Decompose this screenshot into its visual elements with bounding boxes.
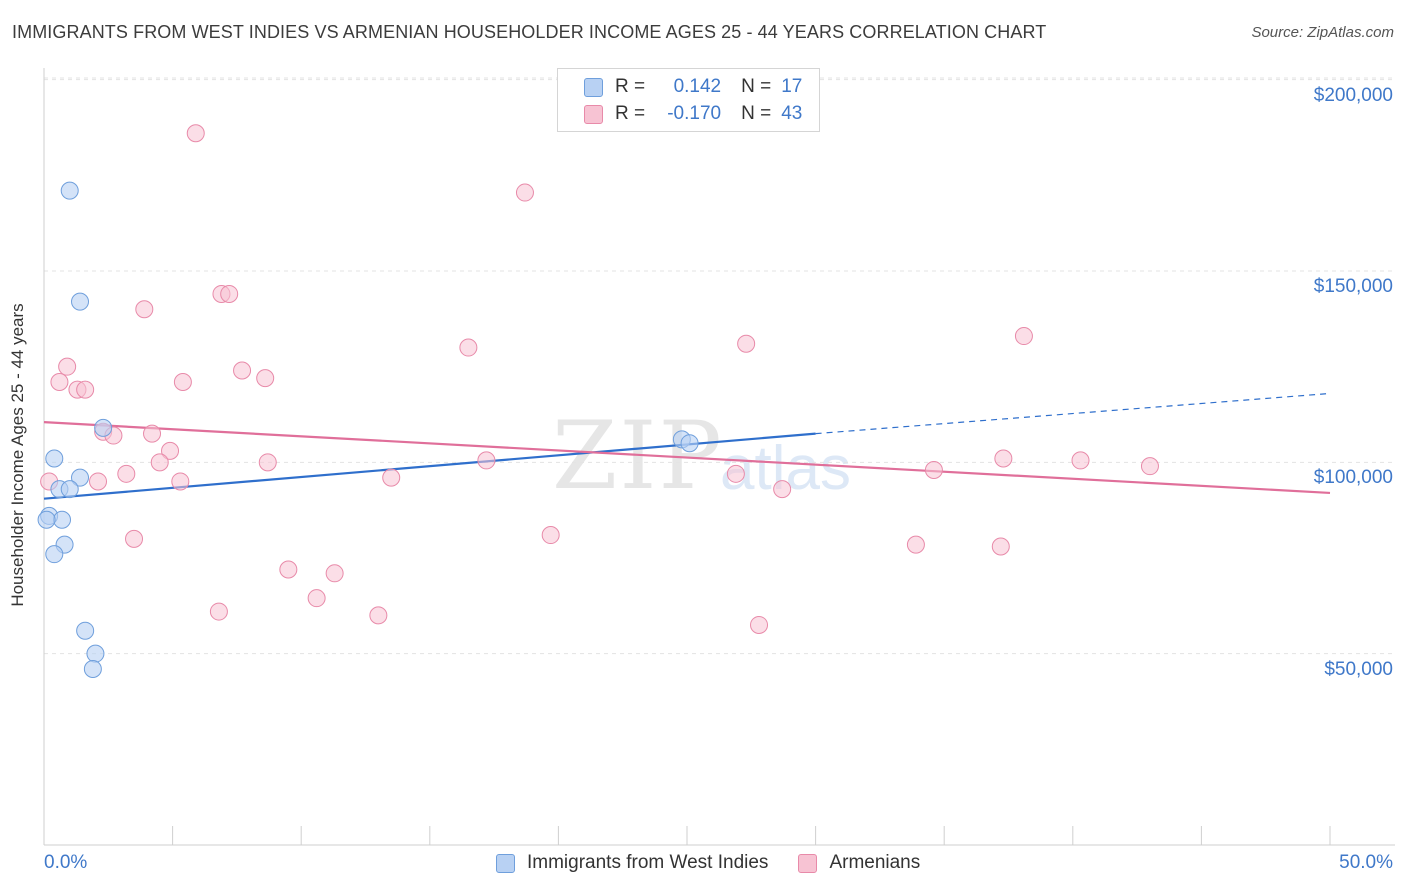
point-armenians <box>161 441 180 460</box>
watermark-zip: ZIP <box>552 402 724 511</box>
point-armenians <box>307 589 326 608</box>
legend-row-west-indies: R = 0.142 N = 17 <box>584 74 802 100</box>
point-armenians <box>773 480 792 499</box>
legend-n-label: N = <box>741 103 772 124</box>
point-armenians <box>173 372 192 391</box>
point-armenians <box>1014 327 1033 346</box>
legend-r-label: R = <box>615 103 646 124</box>
legend-n-label: N = <box>741 76 772 97</box>
point-west-indies <box>94 418 113 437</box>
point-west-indies <box>83 659 102 678</box>
axes <box>43 68 1395 846</box>
point-armenians <box>1140 457 1159 476</box>
trend-line-west-indies-projection <box>815 392 1331 435</box>
legend-r-value: 0.142 <box>673 76 722 97</box>
point-armenians <box>369 606 388 625</box>
point-west-indies <box>37 510 56 529</box>
point-armenians <box>117 464 136 483</box>
point-armenians <box>256 369 275 388</box>
point-west-indies <box>53 510 72 529</box>
point-armenians <box>994 449 1013 468</box>
source-attribution: Source: ZipAtlas.com <box>1251 24 1394 41</box>
legend-n-value: 43 <box>781 103 803 124</box>
point-armenians <box>750 615 769 634</box>
point-armenians <box>459 338 478 357</box>
y-axis-label: Householder Income Ages 25 - 44 years <box>8 303 27 607</box>
point-west-indies <box>45 545 64 564</box>
point-armenians <box>171 472 190 491</box>
y-tick-label: $50,000 <box>1324 658 1393 680</box>
point-armenians <box>737 334 756 353</box>
point-armenians <box>125 529 144 548</box>
point-armenians <box>325 564 344 583</box>
legend-r-label: R = <box>615 76 646 97</box>
point-armenians <box>50 372 69 391</box>
point-armenians <box>924 460 943 479</box>
point-armenians <box>991 537 1010 556</box>
point-west-indies <box>86 644 105 663</box>
legend-n-value: 17 <box>781 76 803 97</box>
point-armenians <box>382 468 401 487</box>
legend-label-armenians: Armenians <box>829 852 921 873</box>
trend-line-armenians <box>43 421 1331 495</box>
point-west-indies <box>71 468 90 487</box>
point-west-indies <box>680 434 699 453</box>
point-armenians <box>258 453 277 472</box>
chart-title: IMMIGRANTS FROM WEST INDIES VS ARMENIAN … <box>12 22 1047 42</box>
data-points <box>37 124 1159 678</box>
correlation-legend: R = 0.142 N = 17 R = -0.170 N = 43 <box>557 68 820 132</box>
point-armenians <box>143 424 162 443</box>
point-armenians <box>515 183 534 202</box>
legend-swatch-west-indies <box>496 853 515 873</box>
point-west-indies <box>60 480 79 499</box>
legend-label-west-indies: Immigrants from West Indies <box>527 852 769 873</box>
x-tick-label-min: 0.0% <box>44 852 88 873</box>
point-armenians <box>906 535 925 554</box>
point-armenians <box>135 300 154 319</box>
x-tick-label-max: 50.0% <box>1339 852 1393 873</box>
point-west-indies <box>45 449 64 468</box>
point-armenians <box>541 526 560 545</box>
point-armenians <box>279 560 298 579</box>
y-tick-label: $150,000 <box>1313 276 1393 297</box>
point-armenians <box>150 453 169 472</box>
point-west-indies <box>60 181 79 200</box>
legend-swatch-pink <box>584 104 603 124</box>
point-armenians <box>209 602 228 621</box>
y-tick-label: $100,000 <box>1313 467 1393 489</box>
legend-swatch-armenians <box>798 853 818 873</box>
point-armenians <box>186 124 205 143</box>
point-armenians <box>220 284 239 303</box>
y-tick-label: $200,000 <box>1313 84 1393 106</box>
legend-swatch-blue <box>584 77 603 97</box>
point-armenians <box>726 464 745 483</box>
point-armenians <box>1071 451 1090 470</box>
legend-row-armenians: R = -0.170 N = 43 <box>584 101 802 127</box>
point-armenians <box>477 451 496 470</box>
point-west-indies <box>76 621 95 640</box>
point-west-indies <box>71 292 90 311</box>
series-legend: Immigrants from West Indies Armenians <box>496 852 920 874</box>
legend-r-value: -0.170 <box>667 103 722 124</box>
point-armenians <box>233 361 252 380</box>
point-armenians <box>58 357 77 376</box>
point-armenians <box>76 380 95 399</box>
point-armenians <box>89 472 108 491</box>
